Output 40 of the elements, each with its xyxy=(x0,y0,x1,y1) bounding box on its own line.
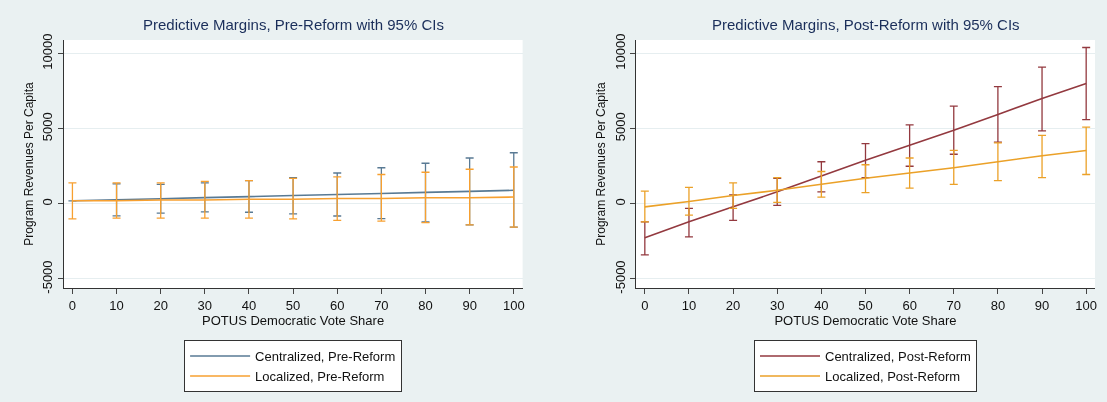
legend-label: Centralized, Pre-Reform xyxy=(255,349,396,365)
x-tick-label: 0 xyxy=(68,297,77,313)
x-tick-label: 30 xyxy=(770,297,785,313)
x-tick-label: 20 xyxy=(153,297,168,313)
chart-title: Predictive Margins, Post-Reform with 95% CIs xyxy=(712,16,1020,33)
x-tick-label: 50 xyxy=(285,297,301,313)
x-tick-label: 50 xyxy=(858,297,873,313)
x-tick-label: 70 xyxy=(946,297,961,313)
x-tick-label: 20 xyxy=(725,297,741,313)
y-tick-label: -5000 xyxy=(40,260,56,294)
x-tick-label: 0 xyxy=(641,297,649,313)
x-tick-label: 10 xyxy=(681,297,697,313)
y-tick-label: -5000 xyxy=(612,260,628,294)
legend-label: Localized, Post-Reform xyxy=(825,369,961,384)
legend-label: Localized, Pre-Reform xyxy=(255,369,385,384)
y-tick-label: 0 xyxy=(40,198,56,206)
y-tick-label: 5000 xyxy=(40,112,56,142)
x-tick-label: 80 xyxy=(990,297,1006,313)
x-tick-label: 40 xyxy=(814,297,829,313)
x-tick-label: 100 xyxy=(502,297,525,313)
x-tick-label: 60 xyxy=(902,297,917,313)
y-tick-label: 10000 xyxy=(40,33,56,70)
x-axis-title: POTUS Democratic Vote Share xyxy=(202,312,385,328)
x-axis-title: POTUS Democratic Vote Share xyxy=(774,312,957,328)
y-axis-title: Program Revenues Per Capita xyxy=(21,81,36,246)
x-tick-label: 100 xyxy=(1075,297,1098,313)
y-axis-title: Program Revenues Per Capita xyxy=(594,81,609,246)
x-tick-label: 80 xyxy=(418,297,433,313)
x-tick-label: 60 xyxy=(330,297,345,313)
y-tick-label: 0 xyxy=(612,198,628,206)
legend-label: Centralized, Post-Reform xyxy=(825,349,971,365)
x-tick-label: 10 xyxy=(109,297,124,313)
x-tick-label: 90 xyxy=(462,297,477,313)
x-tick-label: 90 xyxy=(1034,297,1050,313)
x-tick-label: 40 xyxy=(241,297,257,313)
x-tick-label: 30 xyxy=(197,297,213,313)
y-tick-label: 10000 xyxy=(612,33,628,70)
x-tick-label: 70 xyxy=(374,297,389,313)
chart-title: Predictive Margins, Pre-Reform with 95% CIs xyxy=(143,16,444,33)
y-tick-label: 5000 xyxy=(612,112,628,142)
